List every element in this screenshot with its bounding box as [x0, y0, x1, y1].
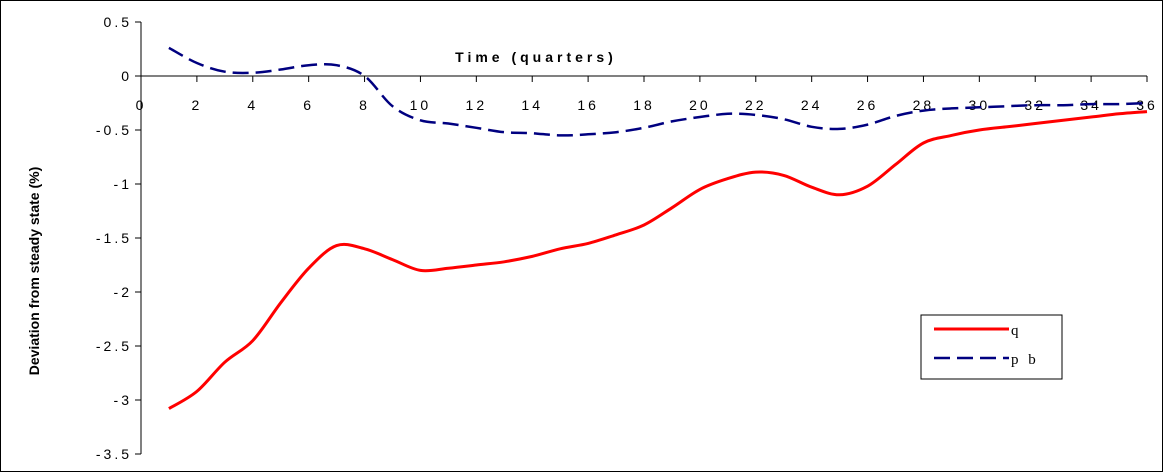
legend-label-q: q	[1011, 323, 1022, 339]
x-tick-label: 6	[303, 97, 314, 113]
x-tick-label: 8	[359, 97, 370, 113]
x-tick-label: 10	[410, 97, 432, 113]
x-axis-title: Time (quarters)	[455, 49, 617, 65]
y-tick-label: -3.5	[96, 446, 132, 462]
series-layer	[168, 46, 1148, 410]
x-tick-label: 36	[1136, 97, 1158, 113]
y-axis-title: Deviation from steady state (%)	[26, 167, 42, 376]
x-tick-label: 0	[136, 97, 147, 113]
x-tick-label: 14	[521, 97, 543, 113]
series-line-pb	[168, 46, 1148, 137]
x-tick-label: 4	[247, 97, 258, 113]
y-tick-label: -2.5	[96, 338, 132, 354]
x-tick-label: 32	[1024, 97, 1046, 113]
x-tick-label: 26	[857, 97, 879, 113]
x-tick-label: 22	[745, 97, 767, 113]
series-line-q	[168, 110, 1148, 410]
x-tick-label: 18	[633, 97, 655, 113]
x-tick-label: 24	[801, 97, 823, 113]
y-tick-label: -3	[114, 392, 132, 408]
y-tick-label: 0.5	[104, 14, 132, 30]
y-tick-label: -0.5	[96, 122, 132, 138]
x-tick-label: 30	[969, 97, 991, 113]
axes: 0.50-0.5-1-1.5-2-2.5-3-3.50 2 4 6 8 10 12 14 16 1…	[96, 14, 1158, 462]
legend-box	[920, 314, 1063, 380]
legend-label-pb: p b	[1011, 352, 1039, 368]
y-tick-label: 0	[121, 68, 132, 84]
y-tick-label: -1	[114, 176, 132, 192]
x-tick-label: 2	[191, 97, 202, 113]
y-tick-label: -2	[114, 284, 132, 300]
x-tick-label: 20	[689, 97, 711, 113]
x-tick-label: 16	[577, 97, 599, 113]
x-tick-label: 12	[466, 97, 488, 113]
legend: q p b	[920, 314, 1063, 380]
y-tick-label: -1.5	[96, 230, 132, 246]
